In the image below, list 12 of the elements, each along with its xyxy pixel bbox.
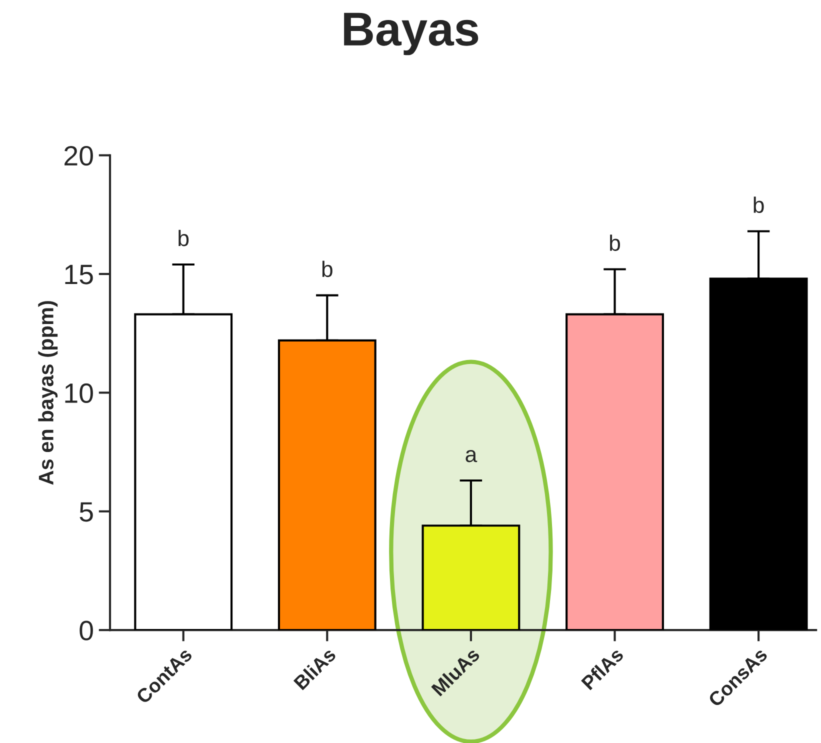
annotation: a [466, 450, 478, 462]
annotation: b [754, 196, 764, 213]
annotation: b [610, 234, 620, 251]
y-tick-label: 5 [80, 502, 93, 522]
annotation: b [178, 230, 189, 246]
y-tick-label: 15 [65, 264, 93, 284]
y-tick-label: 0 [80, 620, 93, 640]
annotation: b [322, 260, 332, 278]
y-tick-label: 10 [65, 383, 93, 404]
y-axis-title: As en bayas (ppm) [38, 301, 58, 485]
chart-title: Bayas [344, 12, 478, 56]
y-tick-label: 20 [64, 146, 93, 166]
